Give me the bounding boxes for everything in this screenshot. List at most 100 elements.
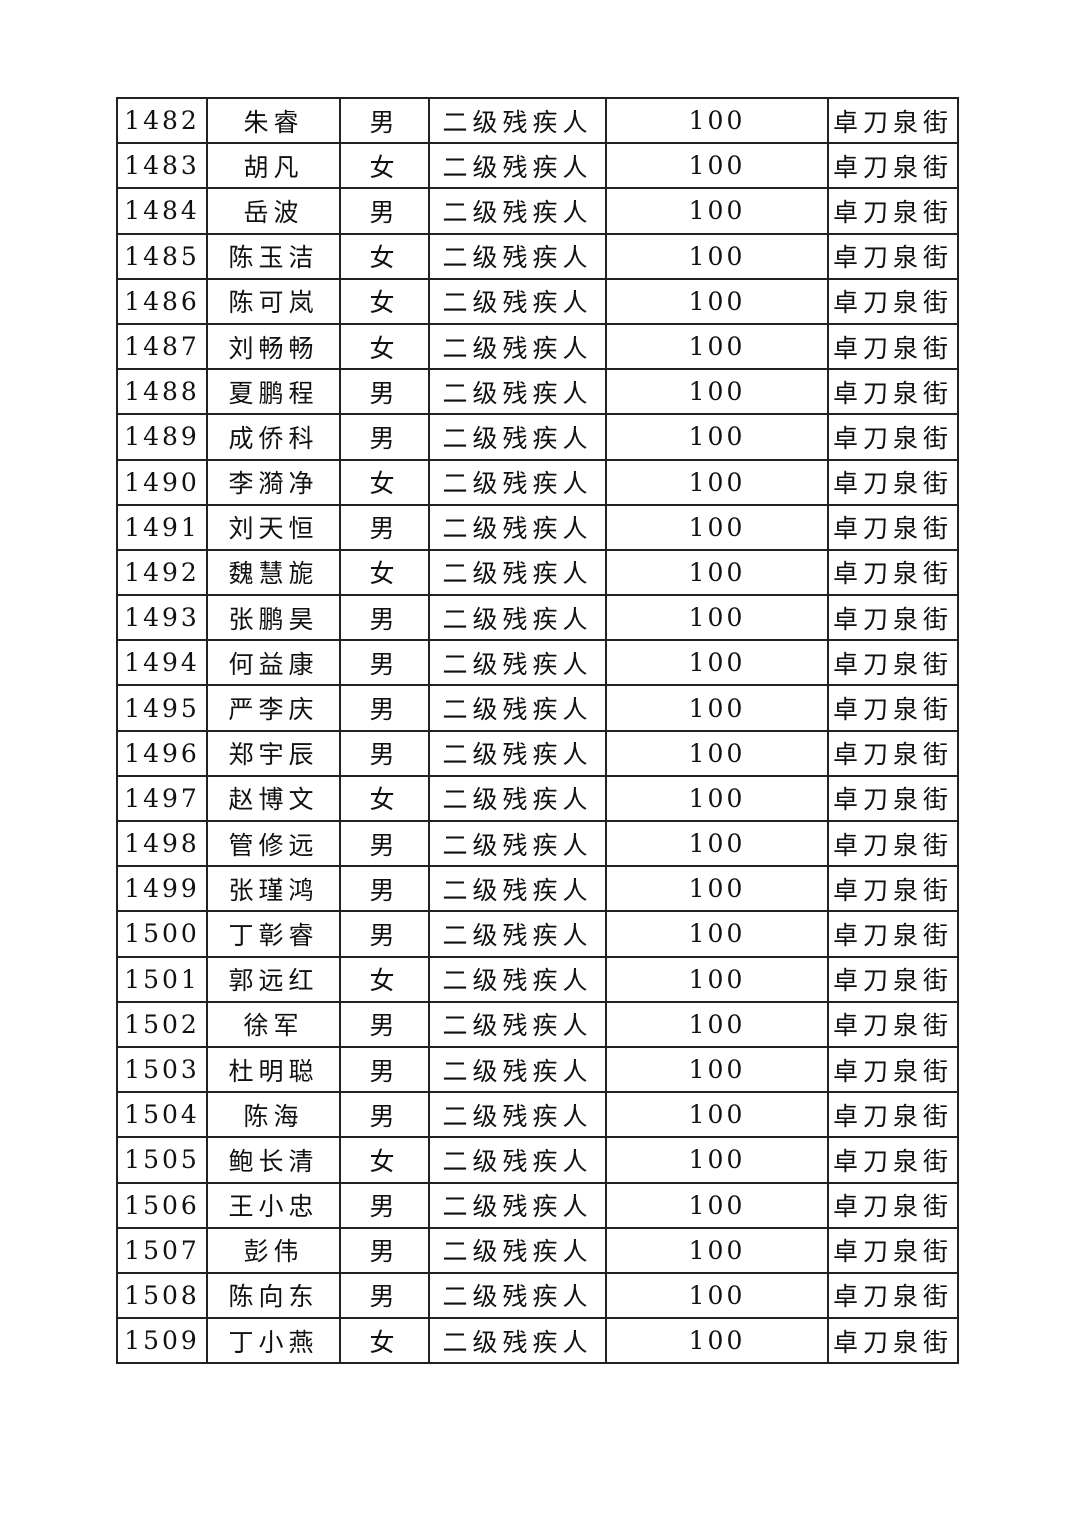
cell-street: 卓刀泉街 — [827, 548, 959, 597]
cell-index: 1502 — [116, 1000, 208, 1048]
cell-index: 1489 — [116, 413, 208, 461]
cell-gender: 男 — [339, 368, 430, 416]
cell-street: 卓刀泉街 — [827, 187, 959, 235]
cell-name: 鲍长清 — [206, 1136, 341, 1184]
cell-gender: 男 — [339, 865, 430, 913]
cell-name: 彭伟 — [206, 1226, 341, 1274]
cell-gender: 男 — [339, 639, 430, 687]
table-row: 1500 丁彰睿男二级残疾人 100 卓刀泉街 — [116, 910, 959, 958]
cell-name: 杜明聪 — [206, 1045, 341, 1094]
cell-index: 1498 — [116, 819, 208, 868]
cell-amount: 100 — [605, 729, 829, 777]
cell-disability-level: 二级残疾人 — [428, 639, 607, 687]
cell-street: 卓刀泉街 — [827, 142, 959, 190]
cell-disability-level: 二级残疾人 — [428, 142, 607, 190]
cell-disability-level: 二级残疾人 — [428, 232, 607, 280]
cell-index: 1505 — [116, 1136, 208, 1184]
cell-disability-level: 二级残疾人 — [428, 548, 607, 597]
table-row: 1485 陈玉洁女二级残疾人 100 卓刀泉街 — [116, 232, 959, 280]
cell-name: 丁彰睿 — [206, 910, 341, 958]
cell-disability-level: 二级残疾人 — [428, 865, 607, 913]
cell-street: 卓刀泉街 — [827, 458, 959, 506]
cell-index: 1487 — [116, 322, 208, 371]
table-row: 1494 何益康男二级残疾人 100 卓刀泉街 — [116, 639, 959, 687]
subsidy-list-table: 1482 朱睿男二级残疾人 100 卓刀泉街 1483 胡凡女二级残疾人 100 卓刀泉街 14… — [116, 96, 959, 1365]
table-row: 1495 严李庆男二级残疾人 100 卓刀泉街 — [116, 684, 959, 732]
cell-name: 刘畅畅 — [206, 322, 341, 371]
cell-index: 1495 — [116, 684, 208, 732]
cell-name: 朱睿 — [206, 96, 341, 145]
cell-amount: 100 — [605, 1045, 829, 1094]
cell-index: 1493 — [116, 594, 208, 642]
table-row: 1504 陈海男二级残疾人 100 卓刀泉街 — [116, 1091, 959, 1139]
cell-gender: 男 — [339, 187, 430, 235]
cell-street: 卓刀泉街 — [827, 684, 959, 732]
cell-disability-level: 二级残疾人 — [428, 594, 607, 642]
table-row: 1492 魏慧旎女二级残疾人 100 卓刀泉街 — [116, 548, 959, 597]
cell-street: 卓刀泉街 — [827, 1317, 959, 1365]
cell-index: 1509 — [116, 1317, 208, 1365]
cell-gender: 女 — [339, 1317, 430, 1365]
table-row: 1487 刘畅畅女二级残疾人 100 卓刀泉街 — [116, 322, 959, 371]
table-row: 1488 夏鹏程男二级残疾人 100 卓刀泉街 — [116, 368, 959, 416]
cell-disability-level: 二级残疾人 — [428, 187, 607, 235]
cell-street: 卓刀泉街 — [827, 1181, 959, 1229]
cell-disability-level: 二级残疾人 — [428, 819, 607, 868]
cell-disability-level: 二级残疾人 — [428, 96, 607, 145]
cell-amount: 100 — [605, 955, 829, 1003]
cell-index: 1501 — [116, 955, 208, 1003]
cell-disability-level: 二级残疾人 — [428, 503, 607, 551]
cell-street: 卓刀泉街 — [827, 955, 959, 1003]
cell-name: 刘天恒 — [206, 503, 341, 551]
cell-gender: 女 — [339, 1136, 430, 1184]
cell-street: 卓刀泉街 — [827, 865, 959, 913]
cell-disability-level: 二级残疾人 — [428, 774, 607, 823]
cell-disability-level: 二级残疾人 — [428, 1181, 607, 1229]
cell-index: 1503 — [116, 1045, 208, 1094]
cell-index: 1499 — [116, 865, 208, 913]
cell-gender: 男 — [339, 503, 430, 551]
cell-index: 1492 — [116, 548, 208, 597]
table-row: 1506 王小忠男二级残疾人 100 卓刀泉街 — [116, 1181, 959, 1229]
cell-disability-level: 二级残疾人 — [428, 413, 607, 461]
cell-index: 1486 — [116, 277, 208, 325]
cell-index: 1497 — [116, 774, 208, 823]
cell-amount: 100 — [605, 503, 829, 551]
cell-street: 卓刀泉街 — [827, 729, 959, 777]
cell-index: 1494 — [116, 639, 208, 687]
cell-street: 卓刀泉街 — [827, 232, 959, 280]
cell-disability-level: 二级残疾人 — [428, 1317, 607, 1365]
table-row: 1501 郭远红女二级残疾人 100 卓刀泉街 — [116, 955, 959, 1003]
cell-gender: 女 — [339, 277, 430, 325]
cell-name: 岳波 — [206, 187, 341, 235]
cell-gender: 男 — [339, 96, 430, 145]
cell-name: 郭远红 — [206, 955, 341, 1003]
cell-disability-level: 二级残疾人 — [428, 1226, 607, 1274]
cell-gender: 男 — [339, 1000, 430, 1048]
table-row: 1484 岳波男二级残疾人 100 卓刀泉街 — [116, 187, 959, 235]
cell-amount: 100 — [605, 322, 829, 371]
table-row: 1509 丁小燕女二级残疾人 100 卓刀泉街 — [116, 1317, 959, 1365]
table-row: 1503 杜明聪男二级残疾人 100 卓刀泉街 — [116, 1045, 959, 1094]
table-row: 1493 张鹏昊男二级残疾人 100 卓刀泉街 — [116, 594, 959, 642]
cell-name: 徐军 — [206, 1000, 341, 1048]
cell-amount: 100 — [605, 1317, 829, 1365]
cell-gender: 男 — [339, 1091, 430, 1139]
cell-name: 夏鹏程 — [206, 368, 341, 416]
cell-index: 1490 — [116, 458, 208, 506]
cell-disability-level: 二级残疾人 — [428, 910, 607, 958]
cell-index: 1482 — [116, 96, 208, 145]
cell-name: 张瑾鸿 — [206, 865, 341, 913]
cell-name: 李漪净 — [206, 458, 341, 506]
cell-street: 卓刀泉街 — [827, 368, 959, 416]
cell-gender: 男 — [339, 1226, 430, 1274]
cell-street: 卓刀泉街 — [827, 277, 959, 325]
cell-amount: 100 — [605, 548, 829, 597]
table-row: 1491 刘天恒男二级残疾人 100 卓刀泉街 — [116, 503, 959, 551]
cell-amount: 100 — [605, 819, 829, 868]
cell-disability-level: 二级残疾人 — [428, 729, 607, 777]
cell-gender: 男 — [339, 1181, 430, 1229]
cell-index: 1484 — [116, 187, 208, 235]
cell-name: 郑宇辰 — [206, 729, 341, 777]
cell-amount: 100 — [605, 1091, 829, 1139]
